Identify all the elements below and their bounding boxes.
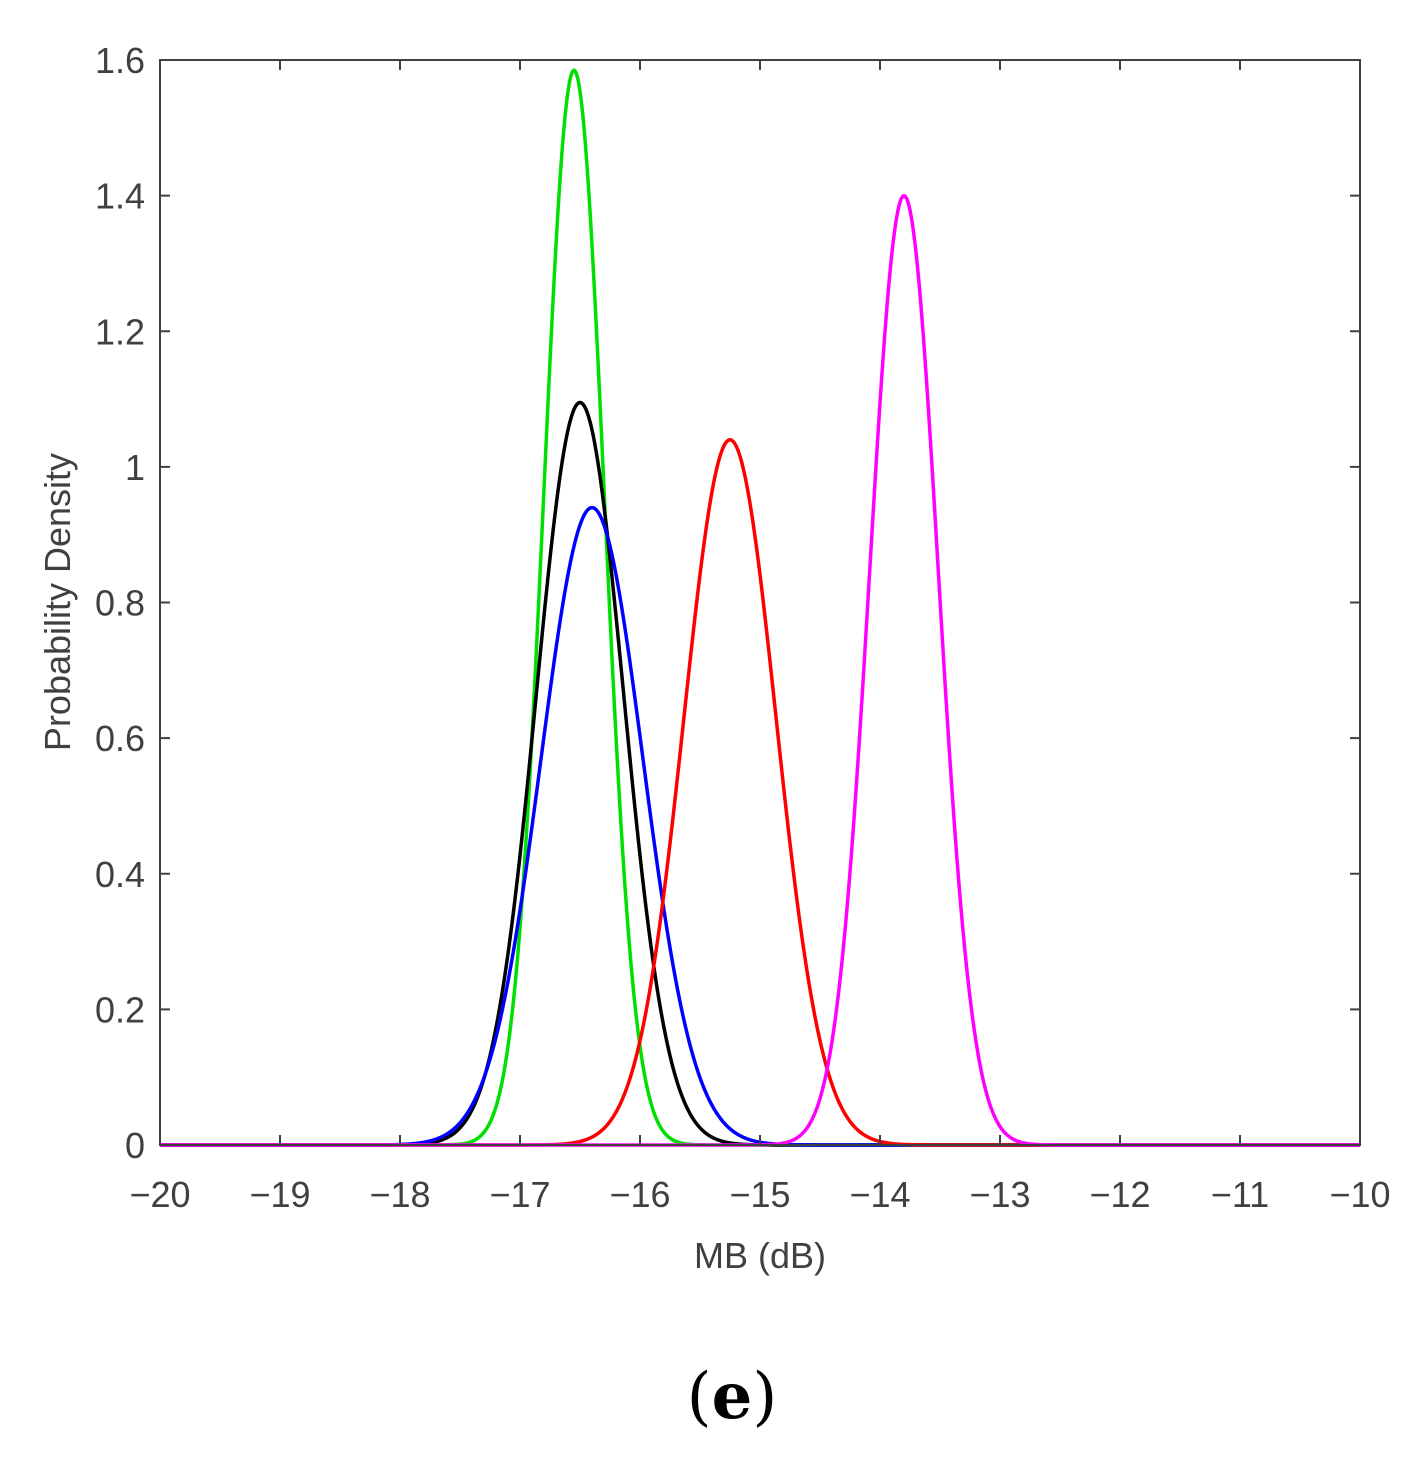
- series-line-3: [159, 438, 1361, 1147]
- series-line-1: [159, 400, 1361, 1147]
- x-tick-label: −20: [129, 1174, 190, 1215]
- x-tick-labels: −20 −19 −18 −17 −16 −15 −14 −13 −12 −11 −10: [129, 1174, 1390, 1215]
- x-tick-label: −15: [729, 1174, 790, 1215]
- series-line-4: [159, 193, 1361, 1147]
- x-tick-label: −17: [489, 1174, 550, 1215]
- y-tick-label: 1.6: [95, 40, 145, 81]
- x-tick-label: −16: [609, 1174, 670, 1215]
- y-tick-label: 0.2: [95, 989, 145, 1030]
- x-tick-label: −18: [369, 1174, 430, 1215]
- ticks-layer: [159, 59, 1361, 1146]
- x-tick-label: −13: [969, 1174, 1030, 1215]
- x-axis-label: MB (dB): [694, 1235, 826, 1276]
- y-tick-label: 0.8: [95, 583, 145, 624]
- x-tick-label: −19: [249, 1174, 310, 1215]
- axes-box: [159, 59, 1361, 1146]
- y-tick-label: 1.4: [95, 176, 145, 217]
- x-tick-label: −14: [849, 1174, 910, 1215]
- x-tick-label: −12: [1089, 1174, 1150, 1215]
- plot-area: [159, 59, 1361, 1147]
- series-line-2: [159, 505, 1361, 1147]
- y-tick-label: 0.6: [95, 718, 145, 759]
- y-tick-label: 1.2: [95, 311, 145, 352]
- panel-label-letter: e: [712, 1359, 753, 1434]
- y-tick-labels: 0 0.2 0.4 0.6 0.8 1 1.2 1.4 1.6: [95, 40, 145, 1166]
- panel-label: (e): [687, 1359, 778, 1434]
- x-tick-label: −10: [1329, 1174, 1390, 1215]
- y-axis-label: Probability Density: [37, 453, 78, 751]
- panel-label-open-paren: (: [687, 1360, 712, 1434]
- series-layer: [159, 68, 1361, 1147]
- y-tick-label: 0.4: [95, 854, 145, 895]
- y-tick-label: 0: [125, 1125, 145, 1166]
- series-line-0: [159, 68, 1361, 1147]
- x-tick-label: −11: [1211, 1174, 1269, 1215]
- panel-label-close-paren: ): [752, 1360, 777, 1434]
- y-tick-label: 1: [125, 447, 145, 488]
